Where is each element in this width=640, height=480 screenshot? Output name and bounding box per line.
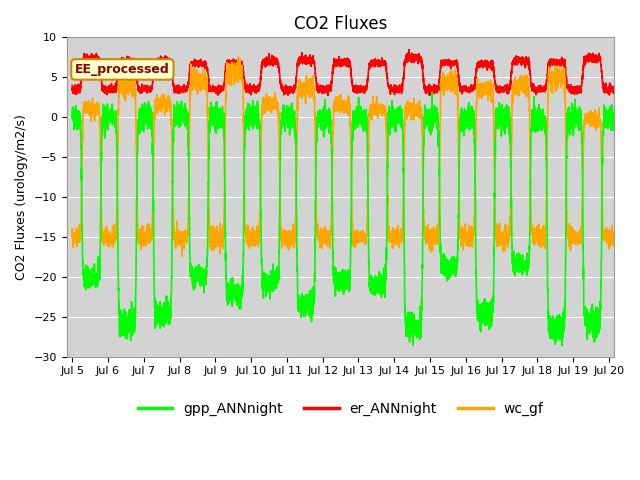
Title: CO2 Fluxes: CO2 Fluxes — [294, 15, 387, 33]
Legend: gpp_ANNnight, er_ANNnight, wc_gf: gpp_ANNnight, er_ANNnight, wc_gf — [132, 396, 549, 421]
Y-axis label: CO2 Fluxes (urology/m2/s): CO2 Fluxes (urology/m2/s) — [15, 114, 28, 280]
Text: EE_processed: EE_processed — [75, 63, 170, 76]
